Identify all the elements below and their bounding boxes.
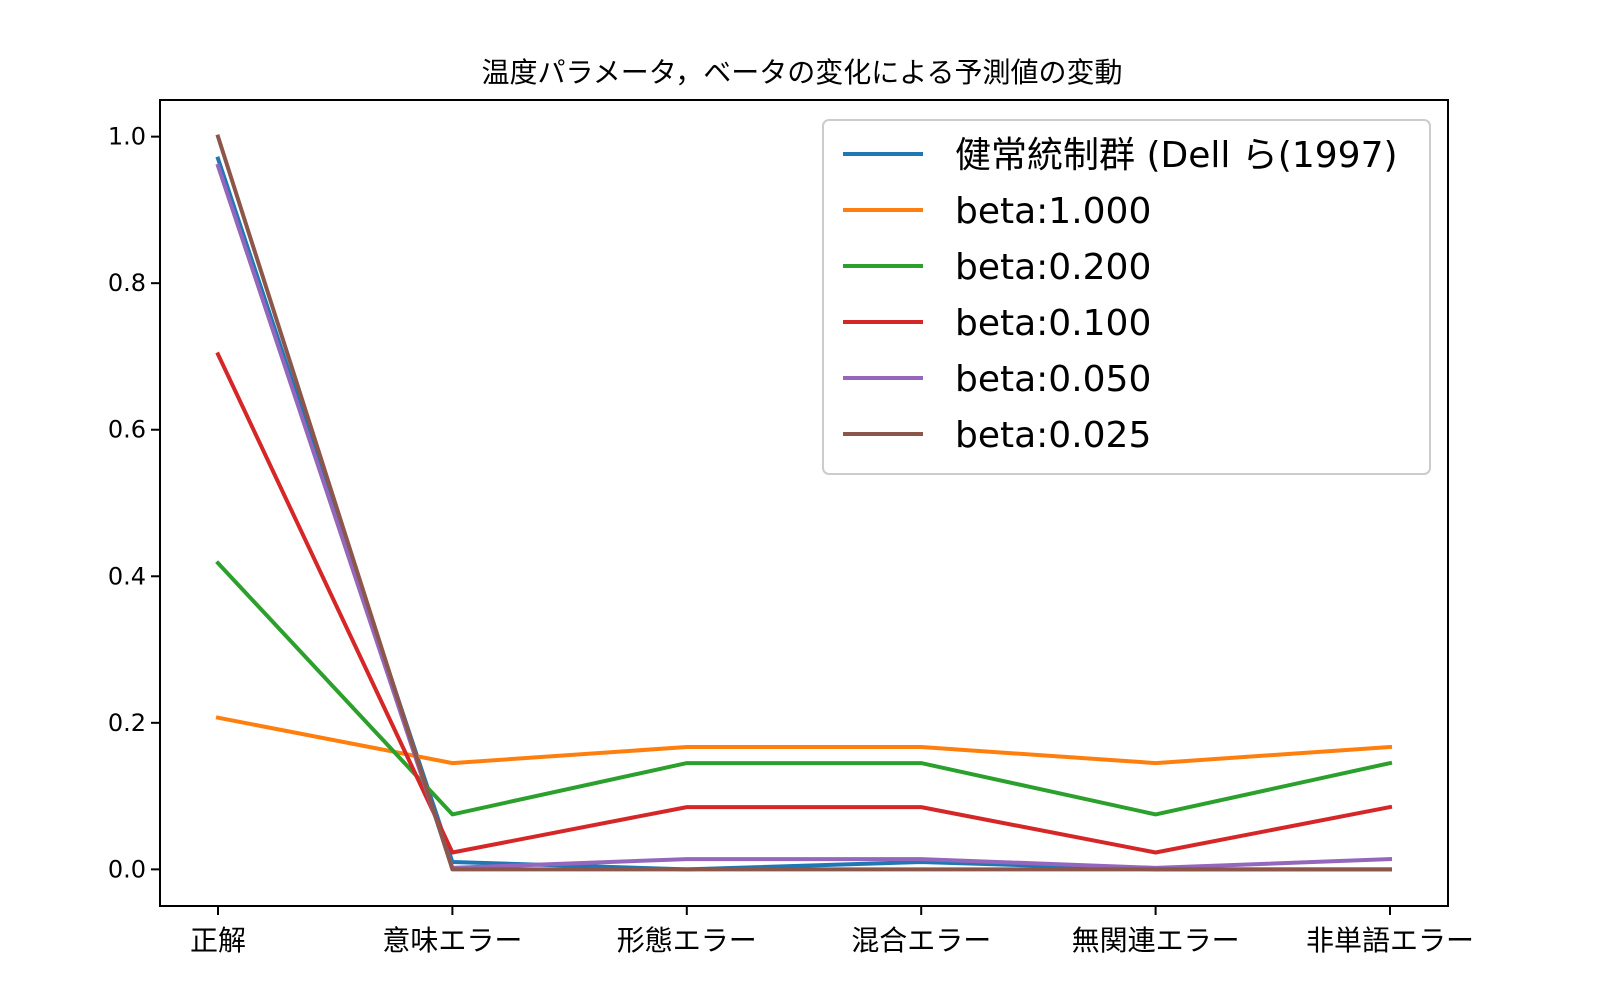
- x-tick-label: 正解: [190, 924, 246, 957]
- y-tick-label: 0.8: [108, 269, 146, 297]
- x-tick-label: 混合エラー: [851, 924, 991, 957]
- y-tick-label: 0.2: [108, 709, 146, 737]
- series-layer: [215, 134, 1393, 872]
- x-tick-label: 無関連エラー: [1072, 924, 1240, 957]
- series-line-5: [215, 134, 1392, 872]
- series-line-3: [215, 351, 1393, 855]
- legend: 健常統制群 (Dell ら(1997) beta:1.000 beta:0.200 b…: [822, 119, 1431, 475]
- x-tick-label: 形態エラー: [617, 924, 757, 957]
- legend-items: 健常統制群 (Dell ら(1997) beta:1.000 beta:0.200 b…: [843, 135, 1398, 456]
- y-tick-label: 0.4: [108, 562, 146, 590]
- legend-label-0: 健常統制群 (Dell ら(1997): [955, 135, 1398, 176]
- chart-title: 温度パラメータ，ベータの変化による予測値の変動: [482, 56, 1123, 89]
- legend-label-2: beta:0.200: [955, 247, 1151, 288]
- legend-label-1: beta:1.000: [955, 191, 1151, 232]
- y-tick-label: 1.0: [108, 123, 146, 151]
- legend-label-4: beta:0.050: [955, 359, 1151, 400]
- y-axis: 0.0 0.2 0.4 0.6 0.8 1.0: [108, 123, 160, 883]
- plot-frame: [159, 99, 1449, 907]
- y-tick-label: 0.6: [108, 416, 146, 444]
- x-tick-label: 非単語エラー: [1306, 924, 1474, 957]
- legend-label-5: beta:0.025: [955, 415, 1151, 456]
- x-axis: 正解 意味エラー 形態エラー 混合エラー 無関連エラー 非単語エラー: [190, 906, 1474, 957]
- legend-box: [822, 119, 1431, 475]
- y-tick-label: 0.0: [108, 855, 146, 883]
- x-tick-label: 意味エラー: [382, 924, 522, 957]
- legend-label-3: beta:0.100: [955, 303, 1151, 344]
